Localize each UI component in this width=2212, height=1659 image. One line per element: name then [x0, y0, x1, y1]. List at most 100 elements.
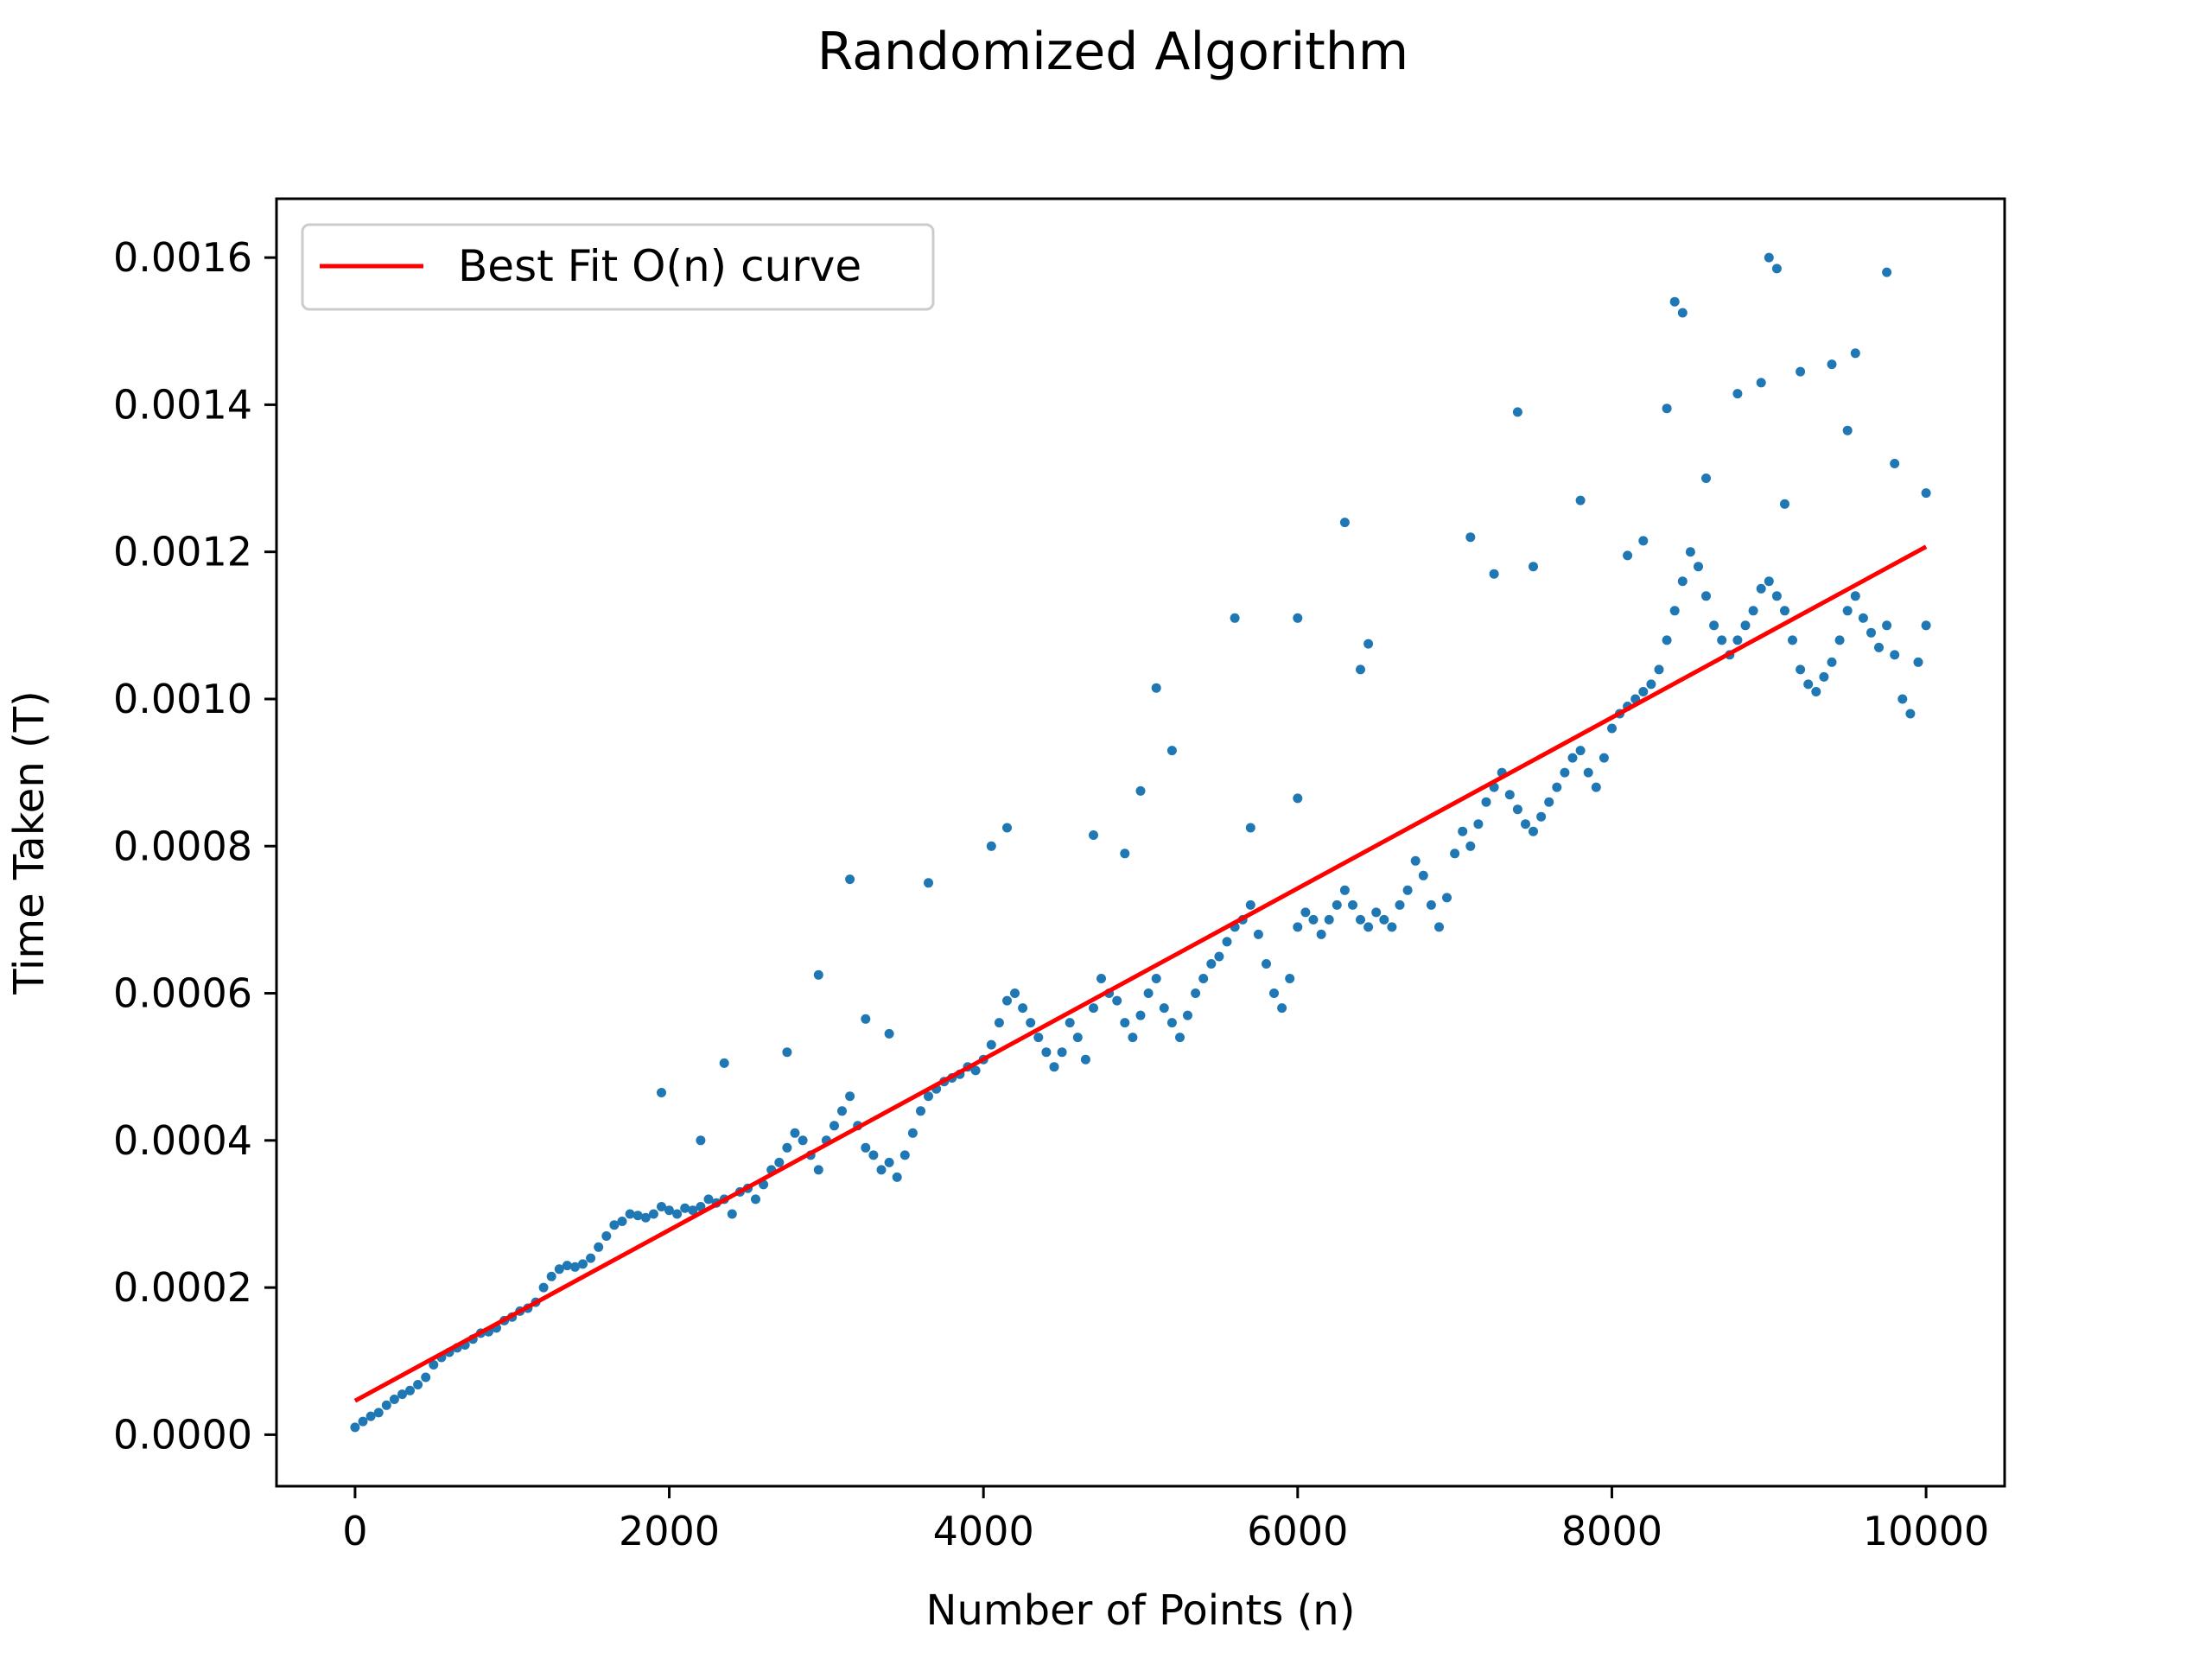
scatter-point [1112, 995, 1122, 1006]
scatter-point [703, 1194, 714, 1205]
scatter-point [1662, 635, 1672, 645]
scatter-point [1057, 1047, 1067, 1058]
y-tick-label: 0.0014 [113, 381, 252, 428]
scatter-point [1465, 841, 1476, 851]
y-axis: 0.0000 0.0002 0.0004 0.0006 0.0008 0.0010 0.00… [113, 234, 276, 1458]
scatter-point [1277, 1003, 1287, 1014]
scatter-point [1191, 988, 1201, 998]
scatter-point [1850, 348, 1860, 359]
x-axis-label: Number of Points (n) [926, 1586, 1356, 1635]
x-tick-label: 6000 [1247, 1508, 1348, 1554]
scatter-point [1788, 635, 1797, 645]
scatter-point [413, 1380, 423, 1389]
scatter-point [892, 1172, 902, 1182]
scatter-point [1858, 613, 1868, 623]
scatter-point [1897, 694, 1908, 704]
scatter-point [837, 1106, 847, 1116]
scatter-point [672, 1209, 683, 1219]
scatter-point [1434, 922, 1444, 932]
scatter-point [358, 1416, 368, 1427]
scatter-point [1764, 576, 1774, 587]
scatter-point [1089, 1003, 1098, 1014]
scatter-point [1151, 974, 1161, 983]
scatter-point [751, 1194, 760, 1205]
scatter-point [1575, 746, 1586, 756]
scatter-point [1819, 671, 1829, 682]
scatter-point [1332, 899, 1342, 910]
scatter-point [1764, 252, 1774, 263]
scatter-point [1371, 907, 1382, 918]
y-axis-label: Time Taken (T) [5, 690, 54, 995]
scatter-point [1041, 1047, 1052, 1058]
scatter-point [389, 1395, 399, 1404]
scatter-point [1002, 995, 1012, 1006]
scatter-point [830, 1121, 839, 1131]
scatter-point [625, 1209, 635, 1219]
scatter-point [1905, 709, 1916, 719]
scatter-point [1166, 1018, 1177, 1028]
scatter-point [1293, 613, 1303, 623]
scatter-point [1316, 929, 1326, 939]
y-tick-label: 0.0006 [113, 970, 252, 1017]
scatter-point [1529, 562, 1538, 572]
scatter-point [632, 1211, 643, 1221]
scatter-point [554, 1264, 564, 1274]
legend-box [301, 223, 935, 311]
scatter-point [1669, 296, 1680, 307]
scatter-point [1489, 569, 1499, 579]
y-tick-label: 0.0002 [113, 1264, 252, 1311]
scatter-point [1654, 664, 1664, 675]
scatter-point [1694, 562, 1703, 572]
scatter-point [1504, 790, 1515, 800]
scatter-point [1379, 914, 1389, 925]
scatter-point [813, 1165, 823, 1175]
scatter-point [868, 1150, 879, 1160]
scatter-point [1473, 819, 1484, 830]
scatter-point [1026, 1018, 1036, 1028]
axes-frame [275, 197, 2006, 1488]
scatter-point [1120, 849, 1130, 859]
scatter-point [640, 1212, 651, 1223]
scatter-point [1850, 591, 1860, 601]
scatter-point [1410, 855, 1421, 866]
scatter-point [1080, 1054, 1090, 1065]
scatter-point [1442, 893, 1452, 903]
scatter-point [1771, 591, 1782, 601]
best-fit-line [353, 544, 1928, 1403]
scatter-point [1771, 264, 1782, 274]
scatter-point [1135, 1010, 1146, 1020]
scatter-point [1135, 785, 1146, 796]
scatter-point [1567, 753, 1578, 763]
scatter-point [1882, 267, 1892, 277]
scatter-point [1669, 606, 1680, 616]
scatter-point [1732, 389, 1743, 399]
scatter-point [1701, 591, 1711, 601]
scatter-point [1214, 951, 1224, 962]
scatter-point [1913, 657, 1923, 667]
scatter-point [1418, 870, 1428, 880]
scatter-point [970, 1065, 981, 1076]
scatter-point [845, 1091, 855, 1102]
scatter-point [1607, 723, 1617, 734]
scatter-point [1646, 679, 1656, 690]
scatter-point [594, 1242, 604, 1252]
scatter-point [688, 1205, 698, 1216]
y-tick-label: 0.0010 [113, 676, 252, 722]
scatter-point [1300, 907, 1311, 918]
scatter-point [1049, 1062, 1059, 1072]
scatter-point [1222, 937, 1232, 947]
scatter-point [680, 1203, 690, 1213]
scatter-point [1662, 404, 1672, 414]
scatter-point [538, 1282, 549, 1293]
scatter-point [1395, 899, 1405, 910]
scatter-point [1450, 849, 1460, 859]
scatter-point [884, 1157, 894, 1167]
scatter-point [1481, 797, 1491, 807]
scatter-point [1089, 830, 1098, 840]
scatter-point [664, 1205, 674, 1216]
scatter-point [924, 878, 933, 888]
scatter-point [1842, 606, 1853, 616]
scatter-point [429, 1360, 439, 1370]
scatter-point [657, 1088, 666, 1097]
